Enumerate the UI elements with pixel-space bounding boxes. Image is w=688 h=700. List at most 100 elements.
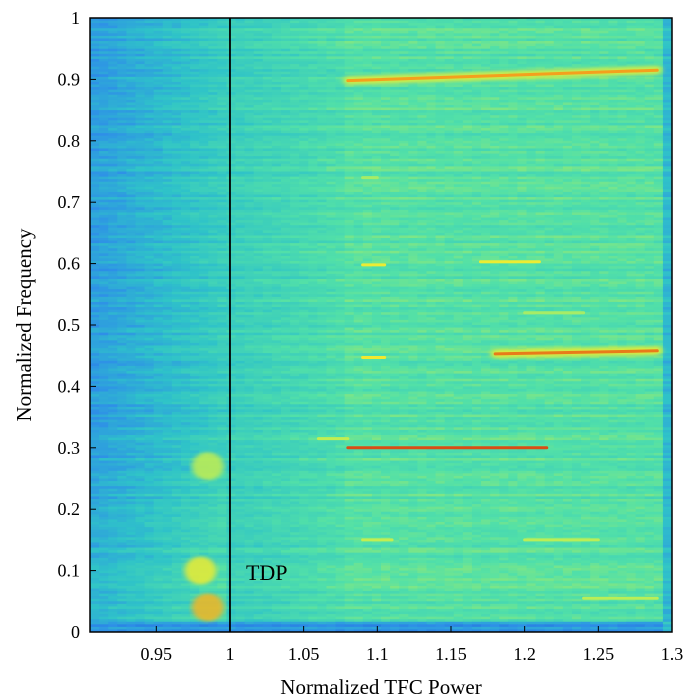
- heatmap-cell: [471, 46, 482, 50]
- heatmap-cell: [435, 112, 446, 116]
- heatmap-cell: [99, 115, 109, 119]
- heatmap-cell: [444, 23, 455, 27]
- heatmap-cell: [381, 133, 391, 137]
- heatmap-cell: [144, 81, 155, 86]
- heatmap-cell: [171, 56, 182, 60]
- heatmap-cell: [153, 58, 164, 63]
- heatmap-cell: [208, 20, 218, 24]
- heatmap-cell: [471, 99, 482, 104]
- heatmap-cell: [562, 48, 573, 52]
- heatmap-cell: [417, 38, 428, 42]
- heatmap-cell: [280, 41, 291, 45]
- heatmap-cell: [390, 30, 400, 34]
- heatmap-cell: [362, 25, 373, 29]
- heatmap-cell: [117, 64, 127, 68]
- heatmap-cell: [517, 48, 528, 52]
- heatmap-cell: [371, 66, 382, 70]
- heatmap-cell: [408, 94, 418, 98]
- heatmap-cell: [317, 125, 328, 129]
- heatmap-cell: [235, 61, 246, 65]
- heatmap-cell: [135, 117, 146, 121]
- heatmap-cell: [599, 56, 609, 60]
- heatmap-cell: [199, 107, 209, 111]
- heatmap-cell: [653, 107, 664, 111]
- heatmap-cell: [299, 122, 309, 127]
- heatmap-cell: [362, 107, 373, 111]
- heatmap-cell: [481, 64, 491, 68]
- heatmap-cell: [162, 87, 173, 91]
- heatmap-cell: [635, 25, 646, 29]
- heatmap-cell: [117, 38, 127, 42]
- heatmap-cell: [344, 130, 355, 134]
- heatmap-cell: [217, 48, 227, 52]
- heatmap-cell: [444, 20, 455, 24]
- heatmap-cell: [135, 48, 146, 52]
- heatmap-cell: [626, 120, 637, 124]
- heatmap-cell: [608, 79, 619, 83]
- heatmap-cell: [535, 53, 546, 57]
- heatmap-cell: [108, 117, 118, 121]
- heatmap-cell: [144, 133, 155, 137]
- heatmap-cell: [108, 51, 118, 55]
- heatmap-cell: [99, 74, 109, 78]
- heatmap-cell: [590, 35, 600, 40]
- heatmap-cell: [335, 130, 346, 134]
- heatmap-cell: [99, 102, 109, 106]
- heatmap-cell: [617, 76, 628, 80]
- heatmap-cell: [108, 61, 118, 65]
- heatmap-cell: [344, 25, 355, 29]
- heatmap-cell: [435, 18, 446, 22]
- heatmap-cell: [544, 48, 555, 52]
- heatmap-cell: [308, 133, 318, 137]
- heatmap-cell: [326, 46, 337, 50]
- heatmap-cell: [180, 115, 191, 119]
- heatmap-cell: [608, 20, 619, 24]
- heatmap-cell: [517, 30, 528, 34]
- heatmap-cell: [326, 23, 337, 27]
- heatmap-cell: [581, 41, 591, 45]
- heatmap-cell: [253, 61, 264, 65]
- heatmap-cell: [517, 38, 528, 42]
- heatmap-cell: [108, 110, 118, 114]
- heatmap-cell: [308, 43, 318, 47]
- heatmap-cell: [662, 76, 672, 80]
- heatmap-cell: [599, 33, 609, 37]
- heatmap-cell: [535, 18, 546, 22]
- heatmap-cell: [126, 69, 137, 73]
- heatmap-cell: [180, 61, 191, 65]
- heatmap-cell: [453, 107, 464, 111]
- heatmap-cell: [499, 117, 509, 121]
- heatmap-cell: [499, 84, 509, 88]
- heatmap-cell: [217, 89, 227, 93]
- heatmap-cell: [308, 89, 318, 93]
- heatmap-cell: [617, 94, 628, 98]
- heatmap-cell: [126, 38, 137, 42]
- heatmap-cell: [90, 120, 100, 124]
- heatmap-cell: [408, 58, 418, 63]
- heatmap-cell: [90, 125, 100, 129]
- heatmap-cell: [653, 92, 664, 96]
- heatmap-cell: [344, 102, 355, 106]
- heatmap-cell: [280, 104, 291, 109]
- heatmap-cell: [571, 120, 582, 124]
- heatmap-cell: [590, 120, 600, 124]
- heatmap-cell: [362, 122, 373, 127]
- heatmap-cell: [426, 46, 437, 50]
- heatmap-cell: [108, 20, 118, 24]
- heatmap-cell: [244, 97, 255, 101]
- heatmap-cell: [481, 38, 491, 42]
- heatmap-cell: [99, 84, 109, 88]
- heatmap-cell: [135, 25, 146, 29]
- heatmap-cell: [217, 117, 227, 121]
- heatmap-cell: [462, 61, 473, 65]
- heatmap-cell: [335, 58, 346, 63]
- heatmap-cell: [144, 69, 155, 73]
- heatmap-cell: [362, 41, 373, 45]
- heatmap-cell: [99, 30, 109, 34]
- heatmap-cell: [199, 128, 209, 132]
- heatmap-cell: [108, 125, 118, 129]
- heatmap-cell: [253, 41, 264, 45]
- heatmap-cell: [635, 30, 646, 34]
- heatmap-cell: [626, 25, 637, 29]
- heatmap-cell: [344, 30, 355, 34]
